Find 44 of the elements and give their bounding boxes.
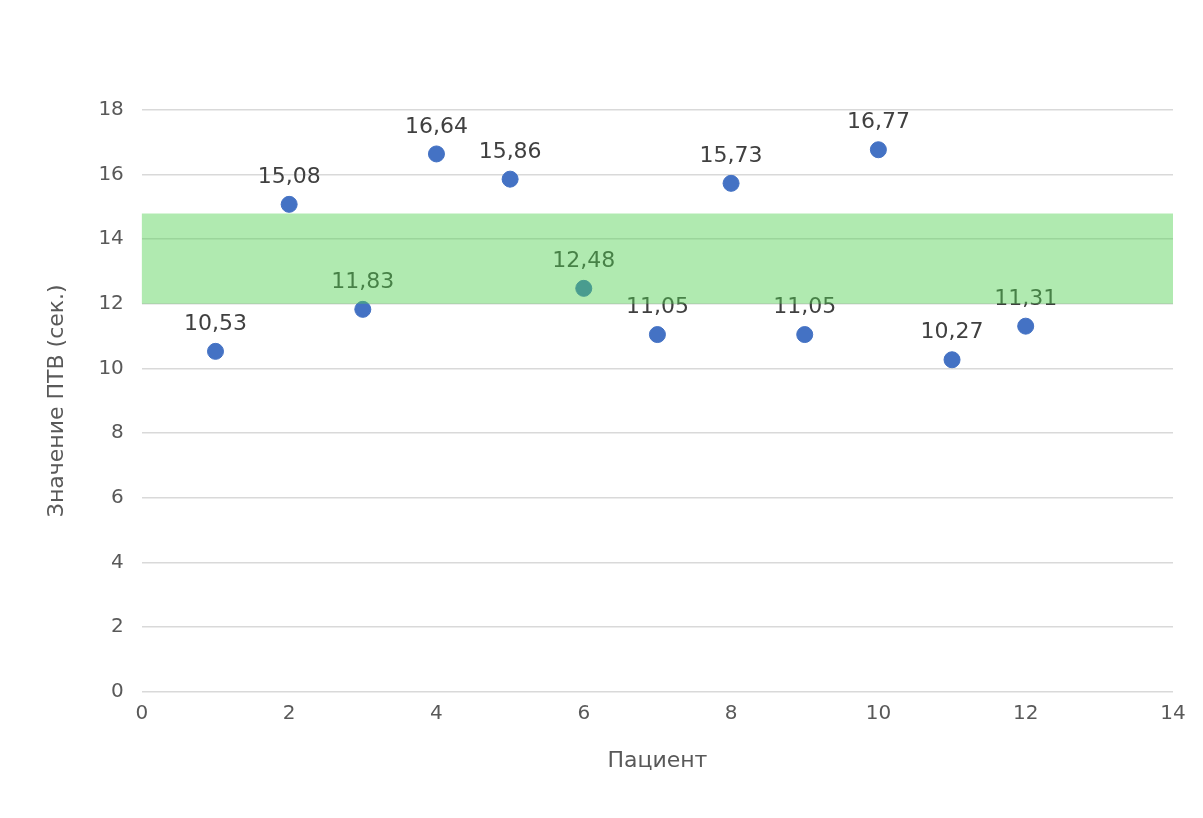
data-label: 15,08 <box>257 163 321 189</box>
point <box>207 342 224 360</box>
y-tick-label: 10 <box>98 354 124 379</box>
point <box>575 279 593 297</box>
x-tick-label: 6 <box>577 699 591 724</box>
data-label: 16,77 <box>846 108 910 134</box>
y-tick-label: 12 <box>98 290 124 315</box>
point <box>648 326 666 344</box>
x-tick-label: 4 <box>430 699 443 724</box>
data-label: 16,64 <box>404 112 468 138</box>
x-tick-label: 10 <box>865 699 892 724</box>
point <box>427 145 445 163</box>
x-axis-title: Пациент <box>607 746 708 772</box>
x-tick-label: 2 <box>282 699 296 724</box>
data-label: 11,05 <box>773 293 837 319</box>
point <box>354 300 372 318</box>
data-label: 11,83 <box>331 268 395 294</box>
y-tick-label: 14 <box>98 225 124 250</box>
y-axis-title: Значение ПТВ (сек.) <box>42 284 68 518</box>
x-tick-label: 12 <box>1012 699 1039 724</box>
y-tick-label: 16 <box>98 160 124 185</box>
data-label: 11,05 <box>625 293 689 319</box>
y-tick-label: 2 <box>111 613 124 638</box>
x-tick-label: 0 <box>135 699 149 724</box>
y-tick-label: 0 <box>111 677 124 702</box>
point <box>501 170 519 188</box>
x-tick-label: 14 <box>1160 699 1186 724</box>
x-tick-label: 8 <box>724 699 738 724</box>
point <box>1017 317 1035 335</box>
data-label: 10,53 <box>184 310 247 336</box>
point <box>280 195 298 213</box>
data-label: 11,31 <box>994 284 1058 310</box>
point <box>943 351 961 369</box>
y-tick-label: 6 <box>111 483 124 508</box>
y-tick-label: 4 <box>111 548 124 573</box>
point <box>796 326 814 344</box>
y-tick-label: 18 <box>98 96 124 121</box>
data-label: 15,73 <box>699 142 763 168</box>
data-label: 10,27 <box>920 318 984 344</box>
point <box>869 141 887 159</box>
data-label: 12,48 <box>552 247 616 273</box>
data-label: 15,86 <box>478 137 542 163</box>
y-tick-label: 8 <box>111 419 124 444</box>
point <box>722 174 740 192</box>
